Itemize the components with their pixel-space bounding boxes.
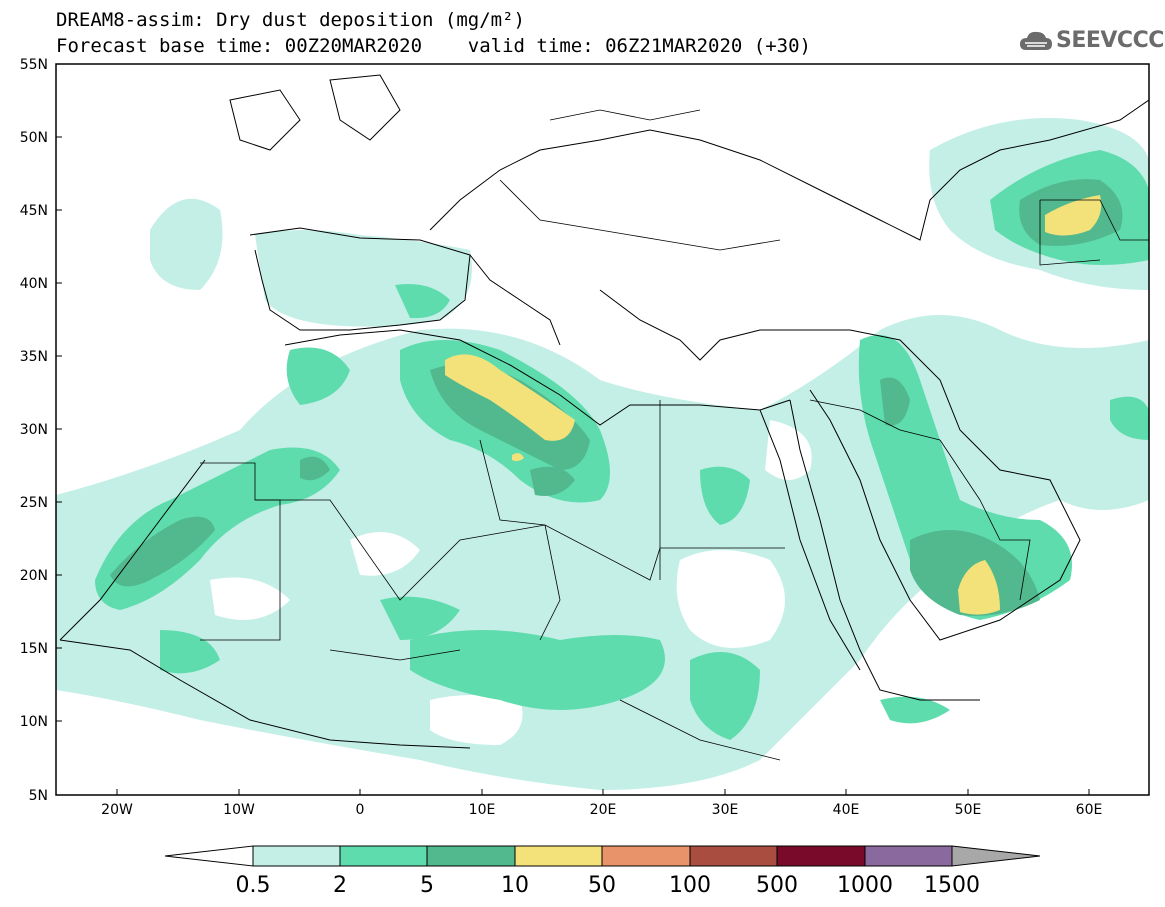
colorbar-label-5: 100 xyxy=(669,873,711,898)
colorbar-label-3: 10 xyxy=(501,873,529,898)
lat-label-20n: 20N xyxy=(20,568,48,584)
colorbar-swatch-3 xyxy=(514,845,603,867)
lat-label-40n: 40N xyxy=(20,276,48,292)
lat-label-50n: 50N xyxy=(20,130,48,146)
lat-label-30n: 30N xyxy=(20,422,48,438)
colorbar: 0.5 2 5 10 50 100 500 1000 1500 xyxy=(164,845,1041,898)
lat-label-10n: 10N xyxy=(20,714,48,730)
lat-axis: 55N 50N 45N 40N 35N 30N 25N 20N 15N 10N … xyxy=(20,57,62,804)
lon-label-60e: 60E xyxy=(1076,802,1103,818)
lon-label-20e: 20E xyxy=(590,802,617,818)
lon-label-20w: 20W xyxy=(101,802,133,818)
colorbar-label-2: 5 xyxy=(420,873,434,898)
colorbar-high-arrow xyxy=(951,845,1041,867)
cloud-logo-icon xyxy=(1020,31,1052,50)
lat-label-55n: 55N xyxy=(20,57,48,73)
colorbar-swatch-2 xyxy=(426,845,516,867)
lat-label-25n: 25N xyxy=(20,495,48,511)
title-line-1: DREAM8-assim: Dry dust deposition (mg/m²… xyxy=(56,9,525,31)
coastlines xyxy=(59,74,1149,749)
colorbar-label-6: 500 xyxy=(756,873,798,898)
lat-label-45n: 45N xyxy=(20,203,48,219)
lon-label-10w: 10W xyxy=(223,802,255,818)
logo-text: SEEVCCC xyxy=(1056,28,1164,53)
colorbar-label-0: 0.5 xyxy=(236,873,271,898)
colorbar-swatch-6 xyxy=(776,845,866,867)
colorbar-swatch-1 xyxy=(339,845,428,867)
colorbar-swatch-5 xyxy=(689,845,778,867)
lat-label-35n: 35N xyxy=(20,349,48,365)
lon-label-50e: 50E xyxy=(955,802,982,818)
colorbar-label-7: 1000 xyxy=(837,873,893,898)
colorbar-swatch-7 xyxy=(864,845,953,867)
colorbar-label-8: 1500 xyxy=(924,873,980,898)
colorbar-label-4: 50 xyxy=(588,873,616,898)
country-borders xyxy=(200,109,1149,761)
colorbar-low-arrow xyxy=(164,845,254,867)
deposition-field xyxy=(56,118,1149,790)
level-10-areas xyxy=(445,195,1102,615)
lon-axis: 20W 10W 0 10E 20E 30E 40E 50E 60E xyxy=(101,789,1102,818)
seevccc-logo: SEEVCCC xyxy=(1018,26,1164,58)
lon-label-0: 0 xyxy=(356,802,365,818)
lon-label-40e: 40E xyxy=(833,802,860,818)
title-line-2: Forecast base time: 00Z20MAR2020 valid t… xyxy=(56,35,811,57)
lon-label-30e: 30E xyxy=(712,802,739,818)
low-gaps xyxy=(210,420,812,745)
lon-label-10e: 10E xyxy=(469,802,496,818)
colorbar-swatch-4 xyxy=(601,845,691,867)
lat-label-5n: 5N xyxy=(29,788,48,804)
colorbar-swatch-0 xyxy=(252,845,341,867)
colorbar-label-1: 2 xyxy=(333,873,347,898)
lat-label-15n: 15N xyxy=(20,641,48,657)
